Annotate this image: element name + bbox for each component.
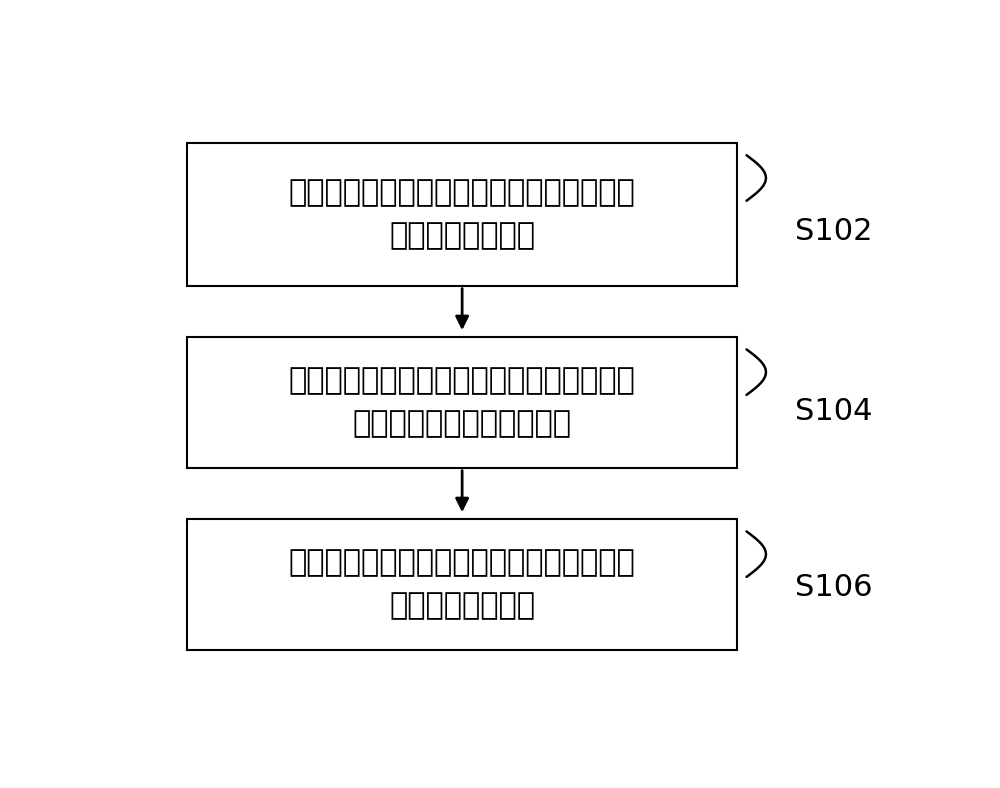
- FancyBboxPatch shape: [187, 519, 737, 650]
- Text: 根据机械蟂的待执行任务在机械蟂的多个转
轴中选择第一转轴: 根据机械蟂的待执行任务在机械蟂的多个转 轴中选择第一转轴: [289, 179, 636, 251]
- FancyBboxPatch shape: [187, 143, 737, 286]
- Text: 根据第一转轴的位置参数，确定机械蟂中每
个转轴的转动参数: 根据第一转轴的位置参数，确定机械蟂中每 个转轴的转动参数: [289, 548, 636, 620]
- Text: 根据目标点以及第一转轴与目标点的位置关
系确定第一转轴的位置参数: 根据目标点以及第一转轴与目标点的位置关 系确定第一转轴的位置参数: [289, 366, 636, 438]
- Text: S106: S106: [795, 573, 873, 602]
- Text: S104: S104: [795, 397, 873, 426]
- FancyBboxPatch shape: [187, 337, 737, 468]
- Text: S102: S102: [795, 217, 873, 246]
